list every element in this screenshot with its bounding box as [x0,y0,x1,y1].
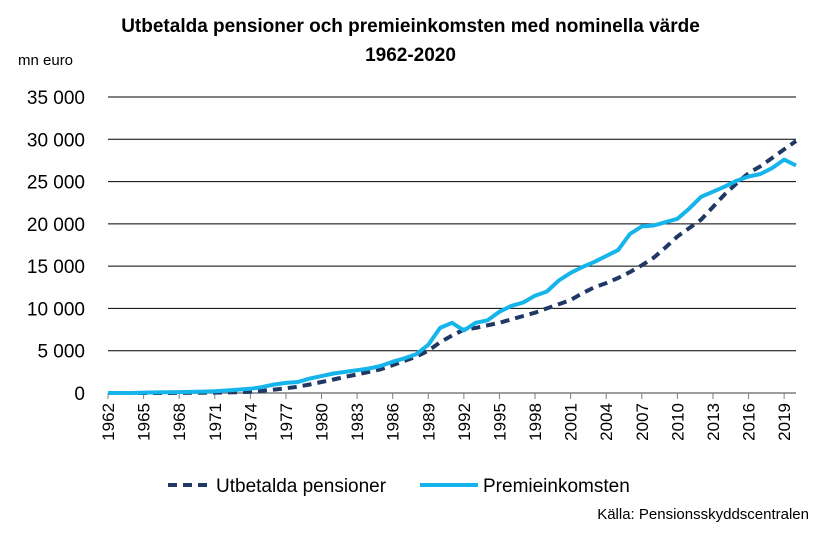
series-lines [108,139,798,395]
x-tick-label: 1998 [526,403,545,441]
x-tick-label: 2010 [668,403,687,441]
x-tick-label: 1962 [99,403,118,441]
y-tick-label: 35 000 [27,88,85,109]
chart-title-line2: 1962-2020 [365,45,456,66]
x-tick-label: 2016 [740,403,759,441]
x-tick-label: 2001 [562,403,581,441]
x-tick-label: 1977 [277,403,296,441]
x-tick-label: 1986 [384,403,403,441]
x-tick-label: 1989 [419,403,438,441]
legend-label-premie: Premieinkomsten [483,476,630,497]
x-tick-label: 2013 [704,403,723,441]
source-note: Källa: Pensionsskyddscentralen [597,506,809,523]
x-tick-label: 1980 [313,403,332,441]
legend: Utbetalda pensioner Premieinkomsten [168,476,630,497]
x-tick-label: 1983 [348,403,367,441]
x-tick-label: 2004 [597,403,616,441]
y-tick-label: 25 000 [27,173,85,194]
y-tick-label: 5 000 [37,342,85,363]
x-tick-label: 2019 [775,403,794,441]
x-tick-label: 1968 [170,403,189,441]
y-tick-label: 20 000 [27,215,85,236]
x-tick-label: 1971 [206,403,225,441]
y-tick-label: 10 000 [27,299,85,320]
chart-title-line1: Utbetalda pensioner och premieinkomsten … [121,16,700,37]
x-tick-label: 1965 [135,403,154,441]
series-line-utbetalda-pensioner [108,139,798,395]
y-axis-ticks: 0 5 000 10 000 15 000 20 000 25 000 30 000 35 0… [27,88,85,405]
x-tick-label: 1992 [455,403,474,441]
x-axis: 1962 1965 1968 1971 1974 1977 1980 1983 1986 1989… [99,392,796,441]
x-tick-label: 1974 [241,403,260,441]
series-line-premieinkomsten [108,157,797,395]
x-tick-label: 2007 [633,403,652,441]
y-axis-unit-label: mn euro [18,52,74,69]
y-tick-label: 30 000 [27,130,85,151]
x-tick-label: 1995 [490,403,509,441]
legend-label-utbetalda: Utbetalda pensioner [216,476,387,497]
gridlines [108,96,796,352]
y-tick-label: 15 000 [27,257,85,278]
y-tick-label: 0 [74,384,85,405]
